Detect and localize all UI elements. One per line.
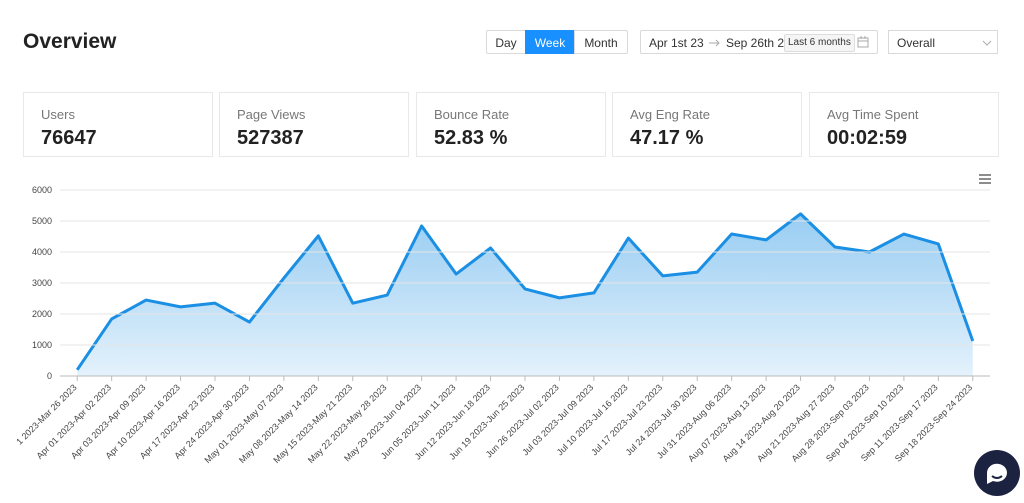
stat-value: 76647	[41, 127, 97, 149]
chevron-icon	[982, 40, 992, 46]
preset-tag[interactable]: Last 6 months	[784, 34, 855, 52]
stat-card: Avg Eng Rate 47.17 %	[612, 92, 802, 157]
y-tick-label: 3000	[32, 278, 52, 288]
stat-card: Page Views 527387	[219, 92, 409, 157]
stat-label: Users	[41, 107, 75, 122]
stat-card: Users 76647	[23, 92, 213, 157]
stat-label: Page Views	[237, 107, 306, 122]
stat-label: Avg Eng Rate	[630, 107, 710, 122]
stat-card: Bounce Rate 52.83 %	[416, 92, 606, 157]
menu-icon[interactable]	[979, 174, 991, 184]
stat-label: Bounce Rate	[434, 107, 510, 122]
chat-button[interactable]	[974, 450, 1020, 496]
y-tick-label: 0	[47, 371, 52, 381]
stat-label: Avg Time Spent	[827, 107, 919, 122]
start-date[interactable]: Apr 1st 23	[649, 36, 704, 50]
y-tick-label: 6000	[32, 185, 52, 195]
y-tick-label: 5000	[32, 216, 52, 226]
stat-value: 00:02:59	[827, 127, 908, 149]
page-title: Overview	[23, 30, 117, 53]
stat-card: Avg Time Spent 00:02:59	[809, 92, 999, 157]
end-date[interactable]: Sep 26th 23	[726, 36, 791, 50]
area-fill	[77, 213, 973, 376]
y-tick-label: 1000	[32, 340, 52, 350]
y-tick-label: 2000	[32, 309, 52, 319]
x-tick-label: 1 2023-Mar 26 2023	[14, 382, 78, 446]
area-line	[75, 212, 975, 371]
stat-value: 47.17 %	[630, 127, 704, 149]
y-tick-label: 4000	[32, 247, 52, 257]
date-range[interactable]: Apr 1st 23 Sep 26th 23 Last 6 months	[640, 30, 878, 54]
arrow-icon	[709, 39, 720, 47]
stat-value: 52.83 %	[434, 127, 508, 149]
week-button[interactable]: Week	[525, 30, 575, 54]
filter-value: Overall	[897, 36, 936, 50]
filter-dropdown[interactable]: Overall	[888, 30, 998, 54]
stat-value: 527387	[237, 127, 304, 149]
month-button[interactable]: Month	[574, 30, 628, 54]
calendar-icon	[857, 36, 869, 48]
